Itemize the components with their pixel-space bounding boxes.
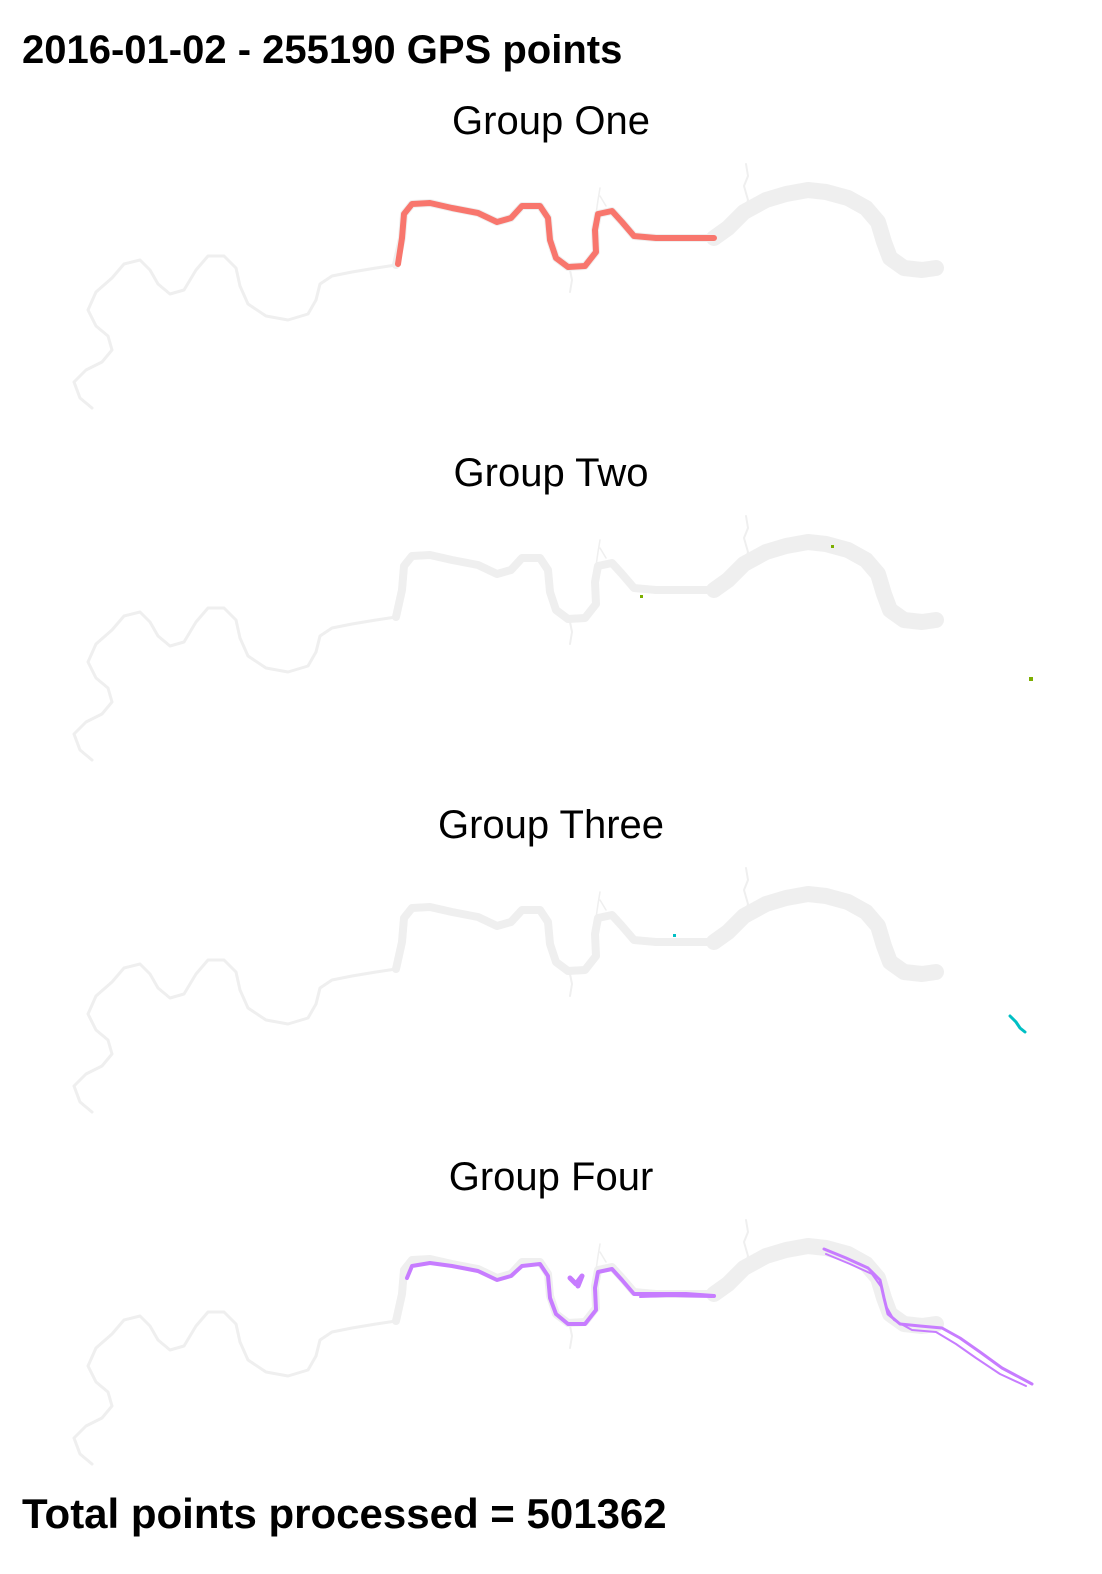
footer-total-points: Total points processed = 501362 [22, 1490, 667, 1537]
river-tributary-north [743, 1219, 749, 1271]
river-thames-base [72, 515, 944, 762]
river-east-reach [706, 1238, 944, 1334]
river-tributary-north [743, 515, 749, 567]
gps-track-group-four [405, 1247, 1034, 1387]
gps-point [831, 545, 834, 548]
river-tributary-north [743, 867, 749, 919]
river-thames-base [72, 1219, 944, 1466]
river-tributary-south [569, 973, 573, 997]
panel-group-three: Group Three [0, 704, 1102, 1114]
panel-title-group-three: Group Three [437, 803, 665, 847]
gps-track-segment [395, 200, 717, 270]
gps-track-segment [822, 1247, 1034, 1386]
gps-track-segment [639, 1295, 713, 1298]
river-tributary-mid [595, 539, 607, 567]
gps-track-segment [405, 1261, 716, 1326]
river-thames-base [72, 867, 944, 1114]
river-central-reach [392, 903, 718, 975]
gps-points-group-two [640, 545, 1033, 681]
river-west-reach [72, 1310, 398, 1466]
river-tributary-mid [595, 1243, 607, 1271]
river-tributary-south [569, 1325, 573, 1349]
river-tributary-mid [595, 187, 607, 215]
map-group-four [72, 1219, 1034, 1466]
gps-point [640, 595, 643, 598]
panel-group-one: Group One [0, 0, 1102, 410]
gps-track-segment [1008, 1014, 1027, 1034]
river-tributary-mid [595, 891, 607, 919]
page-title: 2016-01-02 - 255190 GPS points [22, 28, 623, 72]
gps-track-group-one [395, 200, 717, 270]
panel-group-two: Group Two [0, 352, 1102, 762]
gps-points-group-three [673, 934, 1027, 1034]
river-east-reach [706, 182, 944, 278]
panel-title-group-four: Group Four [448, 1155, 654, 1199]
map-group-two [72, 515, 1033, 762]
gps-track-segment [567, 1273, 585, 1289]
river-east-reach [706, 886, 944, 982]
panel-title-group-two: Group Two [453, 451, 649, 495]
river-tributary-north [743, 163, 749, 215]
river-west-reach [72, 254, 398, 410]
river-tributary-south [569, 621, 573, 645]
river-central-reach [392, 551, 718, 623]
river-west-reach [72, 958, 398, 1114]
river-west-reach [72, 606, 398, 762]
map-group-one [72, 163, 944, 410]
panel-title-group-one: Group One [452, 99, 650, 143]
gps-point [1029, 677, 1033, 681]
map-group-three [72, 867, 1027, 1114]
gps-point [673, 934, 676, 937]
river-east-reach [706, 534, 944, 630]
river-tributary-south [569, 269, 573, 293]
gps-track-segment [825, 1253, 1027, 1387]
panel-group-four: Group Four [0, 1056, 1102, 1466]
